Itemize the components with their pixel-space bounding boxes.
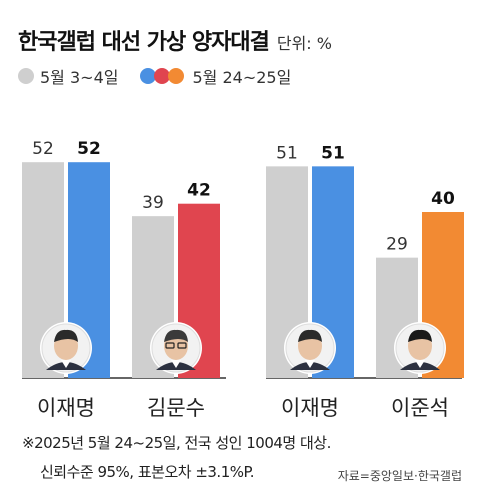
candidate-photo-2-1-shirt	[305, 360, 315, 368]
candidate-photo-1-2-glasses-left	[165, 342, 175, 349]
source-label: 자료=중앙일보·한국갤럽	[337, 469, 462, 483]
value-label-current-1-1: 52	[77, 139, 101, 159]
legend-item-current: 5월 24~25일	[140, 64, 291, 88]
legend-dot-group	[140, 68, 186, 84]
candidate-photo-1-2-glasses-right	[177, 342, 187, 349]
legend-item-previous: 5월 3~4일	[18, 64, 118, 88]
value-label-previous-2-2: 29	[386, 235, 408, 255]
category-label-2-2: 이준석	[391, 396, 449, 420]
value-label-current-1-2: 42	[187, 181, 211, 201]
chart-title: 한국갤럽 대선 가상 양자대결	[18, 30, 270, 55]
value-label-current-2-1: 51	[321, 143, 345, 163]
candidate-photo-2-1-hair	[298, 329, 322, 342]
footnote-line-1: ※2025년 5월 24~25일, 전국 성인 1004명 대상.	[22, 434, 331, 452]
bar-chart: 52 52 이재명 39 42 김문수 51 51 이재명 29 40 이준석	[22, 139, 464, 420]
value-label-previous-1-2: 39	[142, 193, 164, 213]
footnote-line-2: 신뢰수준 95%, 표본오차 ±3.1%P.	[40, 463, 254, 481]
candidate-photo-1-1-shirt	[61, 360, 71, 368]
legend: 5월 3~4일 5월 24~25일	[18, 64, 291, 88]
category-label-2-1: 이재명	[281, 396, 339, 420]
legend-dot-gray	[18, 68, 34, 84]
legend-label-previous: 5월 3~4일	[40, 68, 119, 87]
legend-dot-blue	[140, 68, 157, 84]
legend-dot-red	[154, 68, 171, 84]
candidate-photo-2-2-hair	[408, 329, 432, 342]
unit-label: 단위: %	[276, 34, 332, 53]
candidate-photo-1-1-hair	[54, 329, 78, 342]
category-label-1-1: 이재명	[37, 396, 95, 420]
category-label-1-2: 김문수	[147, 396, 205, 420]
candidate-photo-2-2-shirt	[415, 360, 425, 368]
value-label-previous-1-1: 52	[32, 139, 54, 159]
title-row: 한국갤럽 대선 가상 양자대결 단위: %	[18, 24, 332, 56]
legend-label-current: 5월 24~25일	[192, 68, 292, 87]
legend-dot-orange	[168, 68, 185, 84]
value-label-current-2-2: 40	[431, 189, 455, 209]
value-label-previous-2-1: 51	[276, 143, 298, 163]
candidate-photo-1-2-hair	[164, 329, 188, 342]
candidate-photo-1-2-shirt	[171, 360, 181, 368]
